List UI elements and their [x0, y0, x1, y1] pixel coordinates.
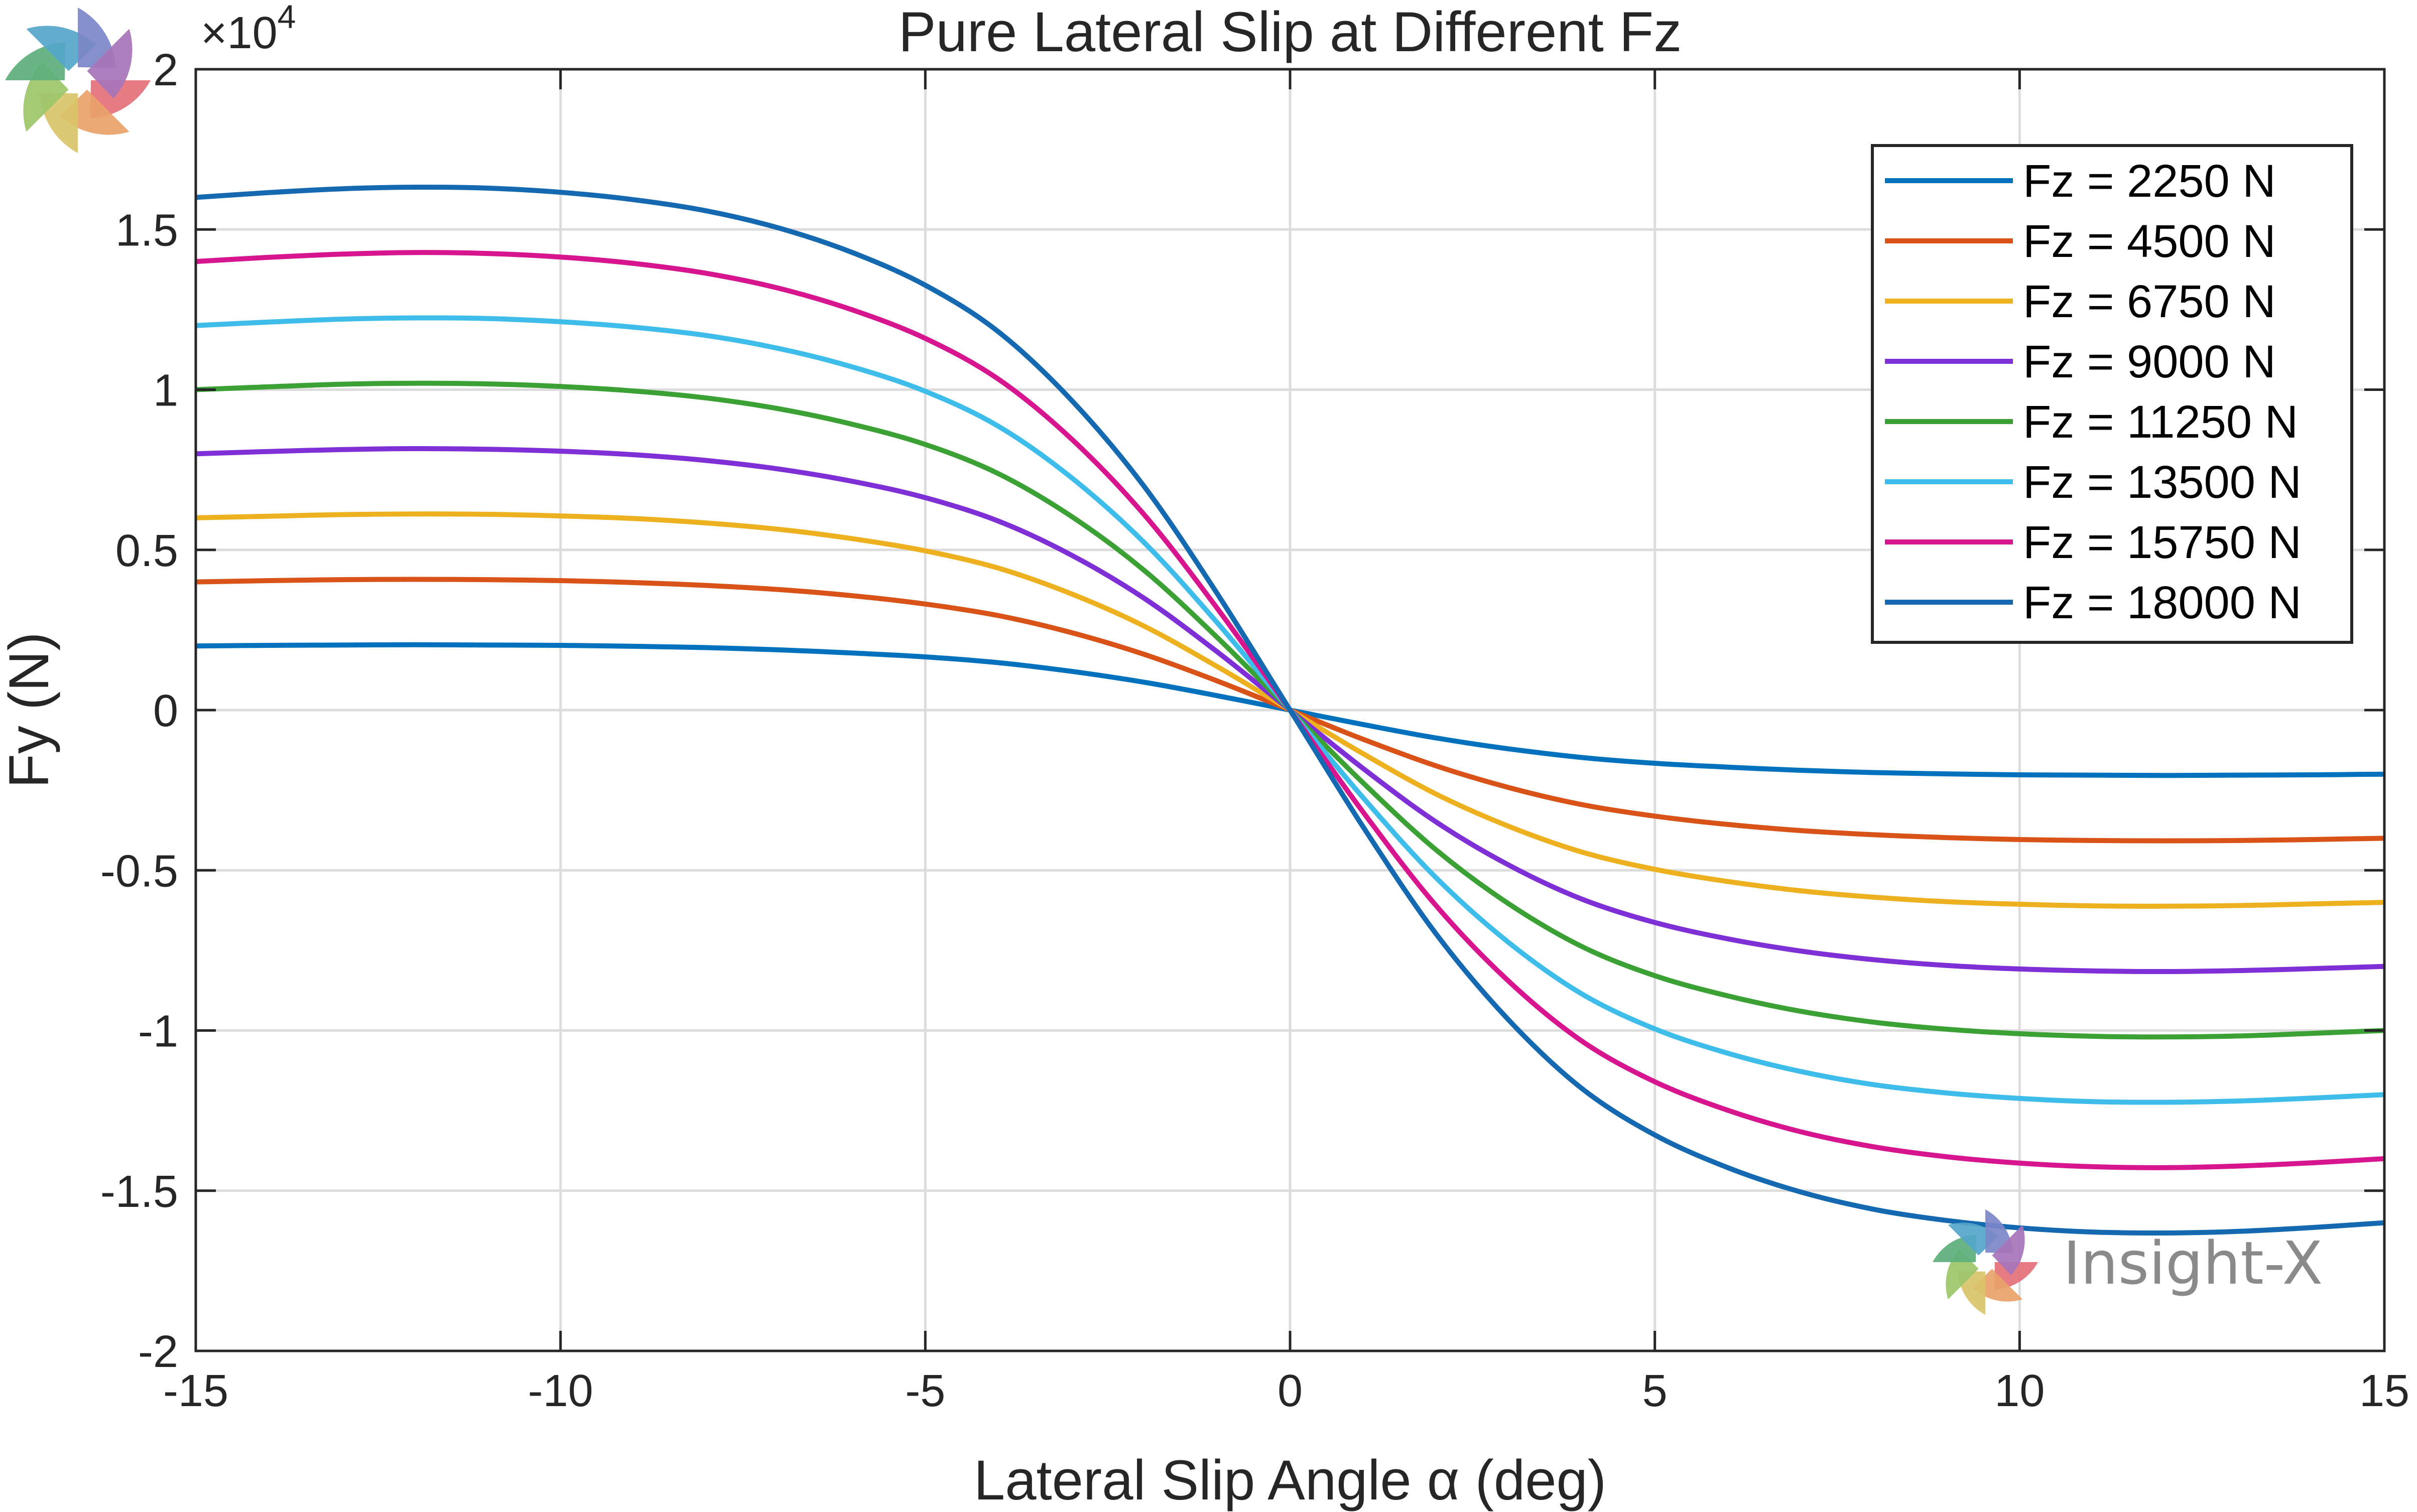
- legend-box: [1871, 144, 2353, 644]
- x-tick-label: -10: [528, 1366, 593, 1416]
- y-multiplier-exponent: 4: [278, 0, 296, 35]
- y-axis-label: Fy (N): [0, 632, 60, 788]
- x-tick-label: 15: [2359, 1366, 2409, 1416]
- brand-logo-icon: [5, 8, 151, 153]
- x-tick-label: 10: [1994, 1366, 2045, 1416]
- x-axis-label: Lateral Slip Angle α (deg): [974, 1449, 1606, 1511]
- legend-entry: Fz = 18000 N: [2023, 577, 2302, 628]
- legend-entry: Fz = 6750 N: [2023, 276, 2276, 327]
- y-tick-label: 0.5: [115, 526, 178, 576]
- logo-center: [66, 68, 90, 92]
- y-multiplier-base: ×10: [201, 8, 278, 58]
- y-tick-label: 2: [153, 45, 178, 95]
- chart-title: Pure Lateral Slip at Different Fz: [899, 1, 1682, 63]
- logo-petal: [87, 29, 133, 99]
- y-tick-label: -2: [138, 1327, 178, 1377]
- legend: Fz = 2250 N Fz = 4500 N Fz = 6750 N Fz = 90…: [1871, 144, 2353, 644]
- watermark: Insight-X: [1933, 1209, 2323, 1315]
- y-tick-label: -1: [138, 1007, 178, 1057]
- y-tick-label: -0.5: [100, 846, 178, 896]
- y-multiplier: ×104: [201, 0, 296, 58]
- x-tick-labels: -15 -10 -5 0 5 10 15: [163, 1366, 2409, 1416]
- legend-entry: Fz = 15750 N: [2023, 517, 2302, 568]
- legend-entry: Fz = 4500 N: [2023, 216, 2276, 267]
- legend-entry: Fz = 13500 N: [2023, 457, 2302, 508]
- y-tick-labels: -2 -1.5 -1 -0.5 0 0.5 1 1.5 2: [100, 45, 178, 1377]
- logo-petal: [1992, 1224, 2025, 1276]
- y-tick-label: 1: [153, 366, 178, 416]
- x-tick-label: -15: [163, 1366, 228, 1416]
- x-tick-label: 5: [1642, 1366, 1668, 1416]
- legend-entry: Fz = 11250 N: [2023, 396, 2298, 448]
- series-lines: [195, 184, 2385, 1236]
- watermark-text: Insight-X: [2063, 1228, 2323, 1298]
- axis-ticks: [194, 68, 2386, 1352]
- watermark-logo-icon: [1933, 1209, 2038, 1315]
- x-tick-label: 0: [1278, 1366, 1303, 1416]
- legend-entry: Fz = 9000 N: [2023, 336, 2276, 387]
- y-tick-label: -1.5: [100, 1167, 178, 1217]
- logo-center: [1977, 1254, 1994, 1271]
- y-tick-label: 0: [153, 686, 178, 736]
- x-tick-label: -5: [905, 1366, 945, 1416]
- legend-entry: Fz = 2250 N: [2023, 156, 2276, 207]
- y-tick-label: 1.5: [115, 205, 178, 255]
